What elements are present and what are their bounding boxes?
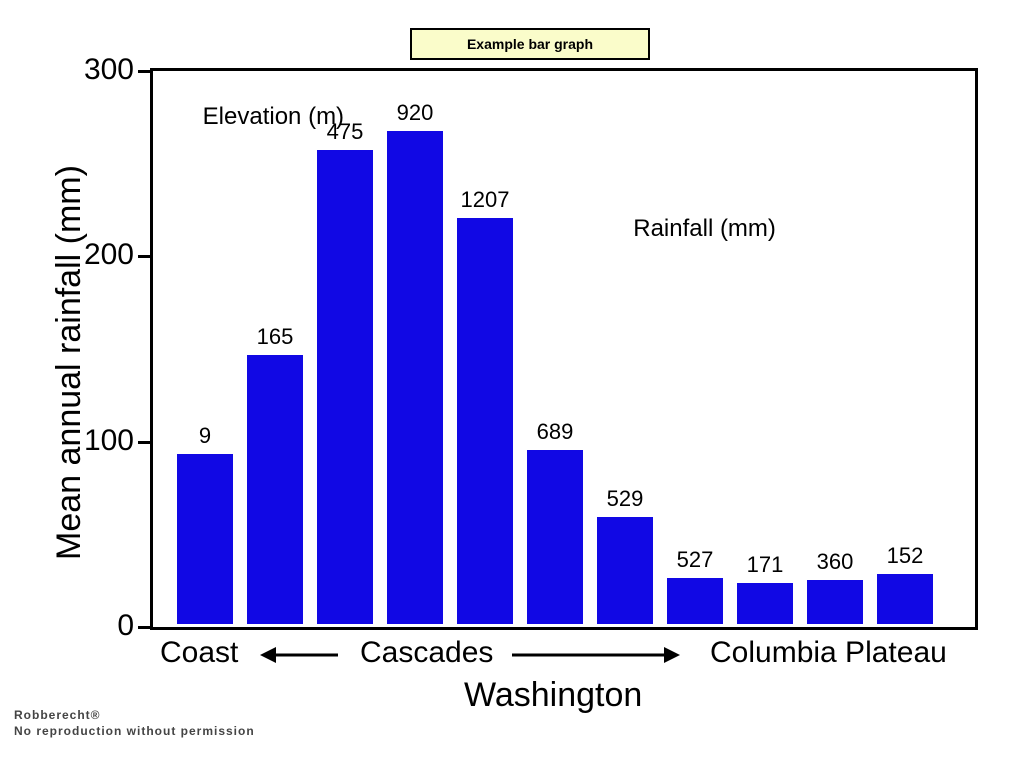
bar-value-label: 360 (817, 549, 854, 575)
x-region-columbia: Columbia Plateau (710, 636, 947, 670)
bar-value-label: 920 (397, 100, 434, 126)
arrow-right-icon (510, 640, 680, 670)
x-axis-title: Washington (464, 676, 642, 715)
plot-frame: 91654759201207689529527171360152Elevatio… (150, 68, 978, 630)
y-axis-label: Mean annual rainfall (mm) (50, 165, 89, 560)
bar (737, 583, 793, 624)
bar (247, 355, 303, 624)
copyright-line-2: No reproduction without permission (14, 724, 255, 738)
bar (807, 580, 863, 624)
bar-value-label: 165 (257, 324, 294, 350)
y-tick-mark (138, 255, 150, 258)
bar (597, 517, 653, 624)
annotation-elevation: Elevation (m) (203, 103, 344, 131)
copyright-line-1: Robberecht® (14, 708, 101, 722)
bar-value-label: 527 (677, 547, 714, 573)
bar-value-label: 171 (747, 552, 784, 578)
annotation-rainfall: Rainfall (mm) (633, 215, 776, 243)
bar (667, 578, 723, 624)
y-tick-mark (138, 70, 150, 73)
y-tick-label: 100 (72, 424, 134, 458)
bar (527, 450, 583, 624)
bar-value-label: 9 (199, 423, 211, 449)
bar (387, 131, 443, 624)
y-tick-label: 0 (72, 609, 134, 643)
y-tick-mark (138, 441, 150, 444)
bar (177, 454, 233, 625)
bar (457, 218, 513, 624)
bar-value-label: 152 (887, 543, 924, 569)
bar-value-label: 1207 (461, 187, 510, 213)
y-tick-mark (138, 626, 150, 629)
bar-value-label: 529 (607, 486, 644, 512)
y-tick-label: 200 (72, 238, 134, 272)
plot-inner: 91654759201207689529527171360152Elevatio… (153, 71, 975, 627)
bar (877, 574, 933, 624)
bar-value-label: 689 (537, 419, 574, 445)
chart-stage: Example bar graph Mean annual rainfall (… (0, 0, 1024, 768)
bar (317, 150, 373, 624)
x-region-cascades: Cascades (360, 636, 493, 670)
chart-title-box: Example bar graph (410, 28, 650, 60)
arrow-left-icon (260, 640, 340, 670)
x-region-coast: Coast (160, 636, 238, 670)
chart-title-text: Example bar graph (467, 36, 593, 52)
y-tick-label: 300 (72, 53, 134, 87)
